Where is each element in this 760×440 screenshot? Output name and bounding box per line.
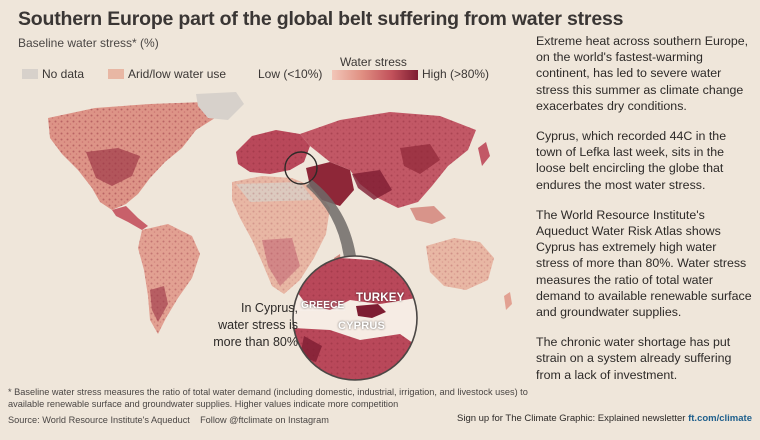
footnote: * Baseline water stress measures the rat…	[8, 387, 528, 409]
inset-label-cyprus: CYPRUS	[338, 320, 386, 332]
callout-line-3: more than 80%	[213, 335, 298, 349]
map-legend: No data Arid/low water use Low (<10%) Hi…	[22, 66, 502, 82]
callout-line-2: water stress is	[218, 318, 298, 332]
article-paragraph: The World Resource Institute's Aqueduct …	[536, 207, 752, 320]
source-line: Source: World Resource Institute's Aqued…	[8, 415, 329, 425]
article-paragraph: Cyprus, which recorded 44C in the town o…	[536, 129, 727, 192]
article-text: Extreme heat across southern Europe, on …	[536, 33, 752, 397]
newsletter-signup: Sign up for The Climate Graphic: Explain…	[457, 413, 752, 424]
cyprus-callout: In Cyprus, water stress is more than 80%	[190, 300, 298, 351]
legend-label-arid: Arid/low water use	[128, 67, 227, 81]
legend-water-stress-title: Water stress	[340, 55, 407, 69]
legend-swatch-arid	[108, 69, 124, 79]
signup-link[interactable]: ft.com/climate	[688, 413, 752, 424]
callout-line-1: In Cyprus,	[241, 301, 298, 315]
article-paragraph: The chronic water shortage has put strai…	[536, 335, 732, 382]
inset-label-greece: GREECE	[300, 300, 346, 311]
cyprus-highlight-ring	[284, 151, 318, 185]
world-map-svg	[48, 92, 512, 381]
greenland	[196, 92, 244, 120]
legend-label-high: High (>80%)	[422, 67, 490, 81]
legend-swatch-no-data	[22, 69, 38, 79]
inset-connector	[306, 180, 356, 258]
southeast-asia	[410, 206, 446, 224]
legend-label-low: Low (<10%)	[258, 67, 323, 81]
legend-label-no-data: No data	[42, 67, 85, 81]
inset-label-turkey: TURKEY	[356, 292, 405, 304]
new-zealand	[504, 292, 512, 310]
signup-text: Sign up for The Climate Graphic: Explain…	[457, 413, 686, 424]
article-paragraph: Extreme heat across southern Europe, on …	[536, 34, 749, 113]
legend-water-stress-gradient	[332, 70, 418, 80]
world-map	[0, 90, 530, 390]
central-america	[112, 206, 148, 230]
page-title: Southern Europe part of the global belt …	[18, 8, 624, 30]
map-subtitle: Baseline water stress* (%)	[18, 36, 159, 50]
japan	[478, 142, 490, 166]
